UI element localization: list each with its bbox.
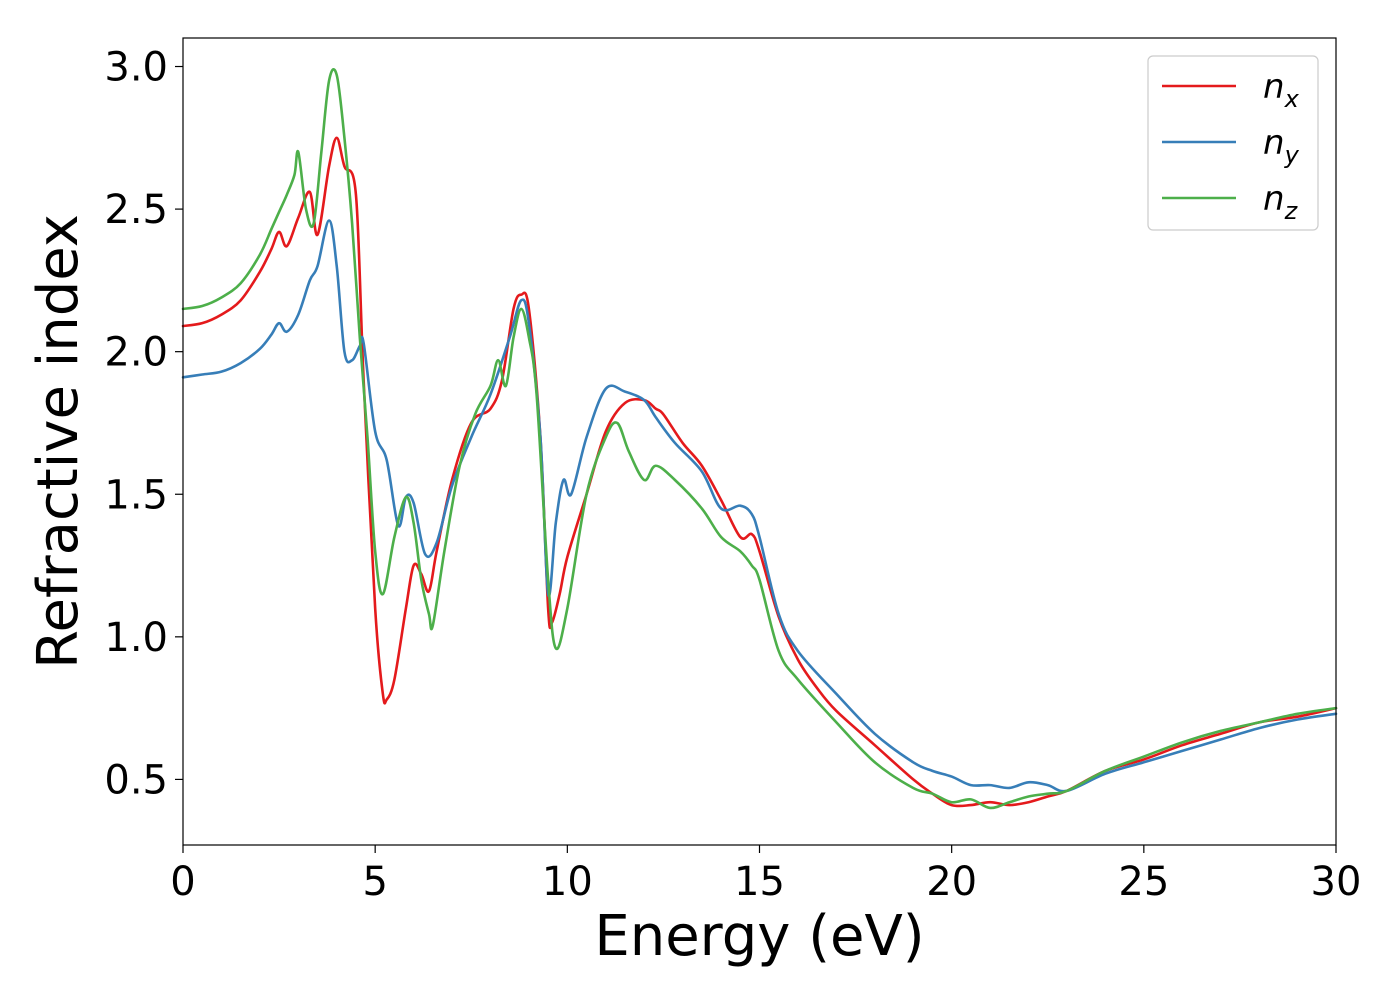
x-tick-label: 15	[734, 859, 785, 905]
legend-label-y: ny	[1263, 123, 1300, 169]
y-tick-label: 2.0	[104, 330, 168, 376]
y-axis-label: Refractive index	[26, 214, 91, 669]
legend-label-z: nz	[1263, 179, 1299, 225]
y-tick-label: 1.5	[104, 472, 168, 518]
x-axis-label: Energy (eV)	[594, 904, 924, 969]
series-line-x	[181, 136, 1338, 808]
y-tick-label: 1.0	[104, 615, 168, 661]
y-axis-ticks: 0.5 1.0 1.5 2.0 2.5 3.0	[104, 45, 183, 803]
x-tick-label: 25	[1118, 859, 1169, 905]
x-tick-label: 5	[362, 859, 387, 905]
y-tick-label: 0.5	[104, 757, 168, 803]
x-tick-label: 10	[542, 859, 593, 905]
legend: nx ny nz	[1147, 55, 1319, 231]
series-line-y	[181, 219, 1338, 793]
y-tick-label: 2.5	[104, 187, 168, 233]
x-axis-ticks: 0 5 10 15 20 25 30	[170, 845, 1361, 905]
series-layer	[181, 68, 1338, 810]
y-tick-label: 3.0	[104, 45, 168, 91]
x-tick-label: 30	[1311, 859, 1362, 905]
x-tick-label: 0	[170, 859, 195, 905]
series-line-z	[181, 68, 1338, 810]
legend-label-x: nx	[1263, 67, 1300, 113]
x-tick-label: 20	[926, 859, 977, 905]
